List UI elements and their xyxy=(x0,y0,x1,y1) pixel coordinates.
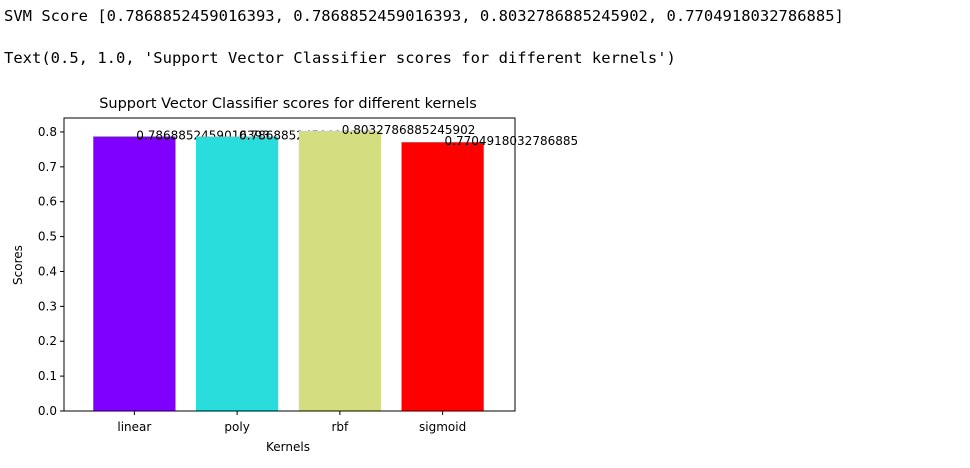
y-tick-label-0.1: 0.1 xyxy=(38,369,57,383)
y-tick-label-0.4: 0.4 xyxy=(38,264,57,278)
title-text-repr-output: Text(0.5, 1.0, 'Support Vector Classifie… xyxy=(4,49,676,67)
y-tick-label-0.3: 0.3 xyxy=(38,299,57,313)
y-tick-label-0.8: 0.8 xyxy=(38,125,57,139)
y-tick-label-0.0: 0.0 xyxy=(38,404,57,418)
x-axis-label: Kernels xyxy=(266,440,310,454)
x-tick-label-poly: poly xyxy=(224,420,249,434)
y-tick-label-0.7: 0.7 xyxy=(38,160,57,174)
value-label-rbf: 0.8032786885245902 xyxy=(342,123,476,137)
y-tick-label-0.6: 0.6 xyxy=(38,195,57,209)
x-tick-label-sigmoid: sigmoid xyxy=(419,420,466,434)
plot-area: 0.7868852459016393linear0.78688524590163… xyxy=(38,117,579,434)
y-axis-label: Scores xyxy=(11,245,25,285)
value-label-sigmoid: 0.7704918032786885 xyxy=(445,134,579,148)
chart-title: Support Vector Classifier scores for dif… xyxy=(99,96,477,112)
y-tick-label-0.2: 0.2 xyxy=(38,334,57,348)
svm-score-output: SVM Score [0.7868852459016393, 0.7868852… xyxy=(4,7,844,25)
x-tick-label-linear: linear xyxy=(117,420,151,434)
bar-linear xyxy=(93,136,176,412)
bar-sigmoid xyxy=(401,142,484,411)
bar-rbf xyxy=(298,130,381,411)
plot-frame xyxy=(63,117,516,412)
x-tick-label-rbf: rbf xyxy=(331,420,349,434)
bar-poly xyxy=(196,136,279,412)
y-tick-label-0.5: 0.5 xyxy=(38,230,57,244)
